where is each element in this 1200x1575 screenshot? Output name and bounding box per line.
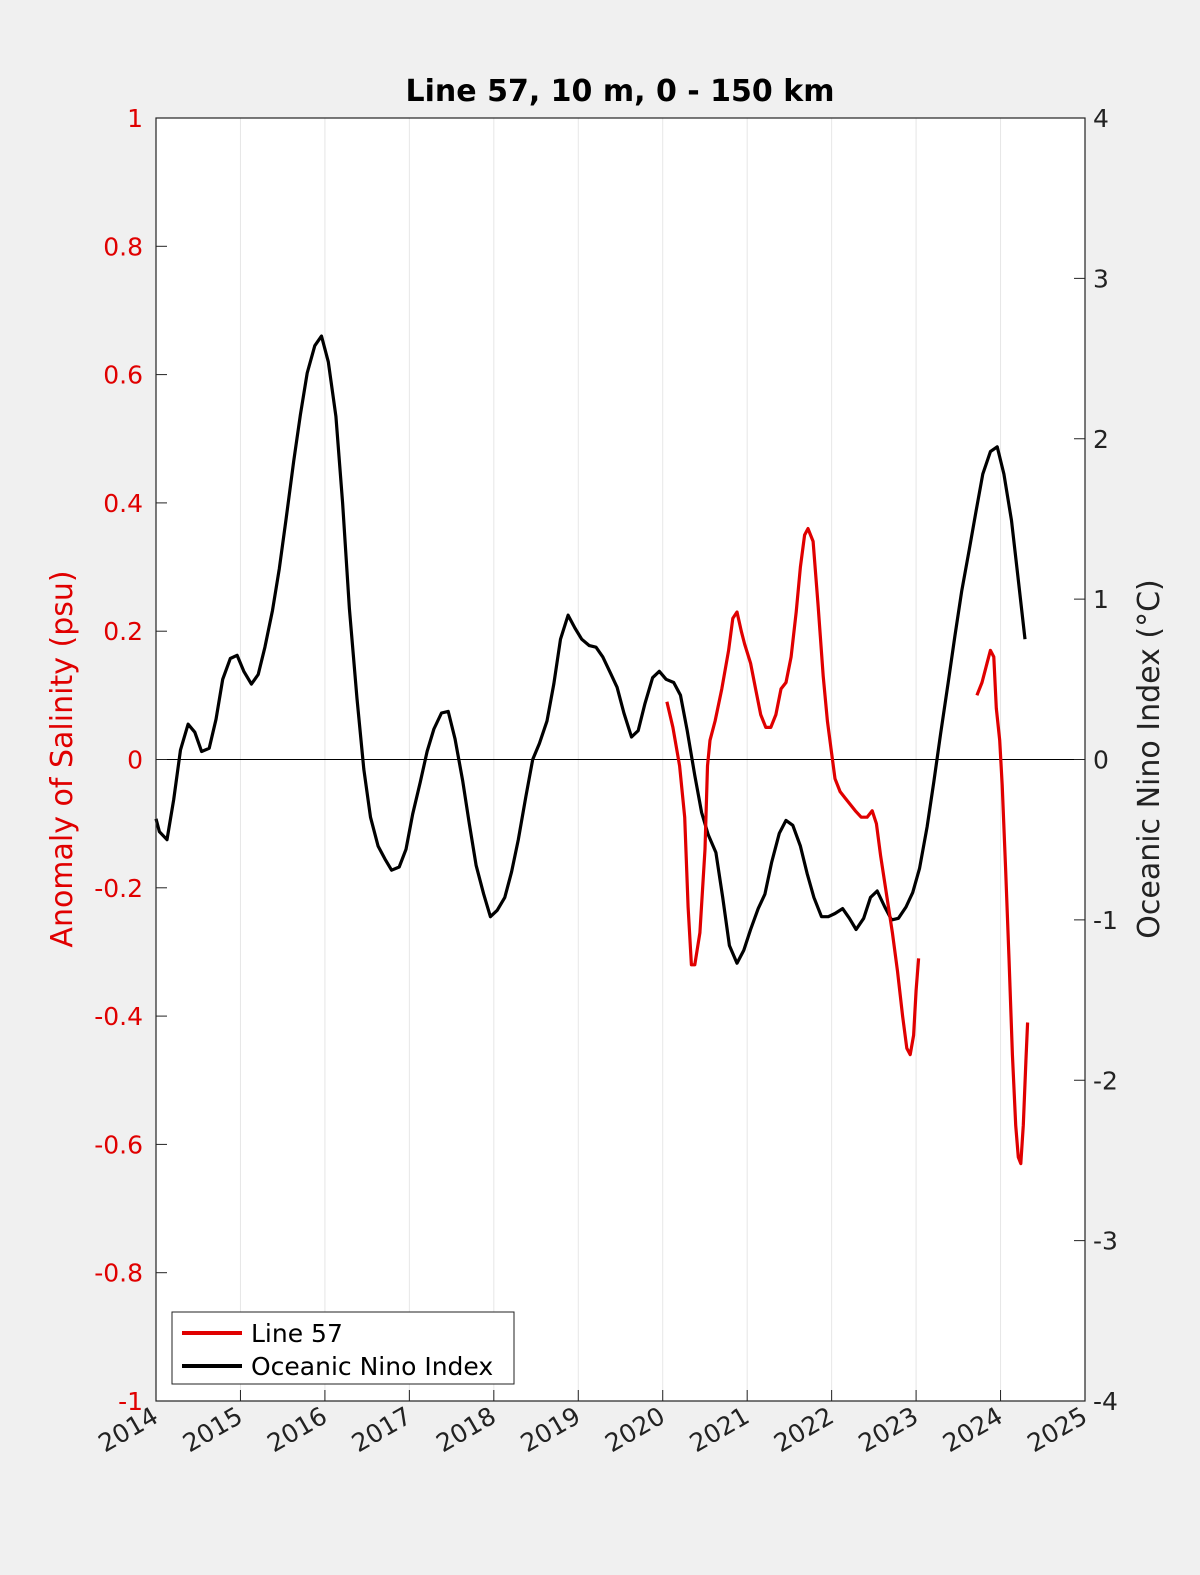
y-right-tick-label: 1 (1093, 585, 1109, 614)
series-line-line57-segment (975, 648, 1030, 1166)
y-right-tick-label: 4 (1093, 104, 1109, 133)
y-right-tick-label: 3 (1093, 264, 1109, 293)
y-axis-left-label: Anomaly of Salinity (psu) (45, 570, 80, 947)
y-left-tick-label: 0.4 (103, 489, 143, 518)
legend-oni-label: Oceanic Nino Index (251, 1352, 493, 1381)
y-left-tick-label: -0.6 (94, 1130, 143, 1159)
y-left-tick-label: 0.6 (103, 361, 143, 390)
y-right-tick-label: -1 (1093, 906, 1118, 935)
y-right-tick-label: -2 (1093, 1066, 1118, 1095)
y-right-tick-label: -4 (1093, 1387, 1118, 1416)
y-left-tick-label: 0.8 (103, 232, 143, 261)
y-axis-right-label: Oceanic Nino Index (°C) (1132, 579, 1167, 939)
y-right-tick-label: 0 (1093, 746, 1109, 775)
series-lines (154, 334, 1030, 1166)
y-left-tick-label: -0.4 (94, 1002, 143, 1031)
legend-line57-label: Line 57 (251, 1319, 343, 1348)
y-left-tick-label: 1 (127, 104, 143, 133)
series-line-line57-segment (665, 527, 921, 1057)
y-right-tick-label: -3 (1093, 1227, 1118, 1256)
series-line-oceanic-nino-index (154, 334, 1027, 965)
y-left-tick-label: 0 (127, 746, 143, 775)
y-left-tick-label: -0.2 (94, 874, 143, 903)
legend: Line 57 Oceanic Nino Index (171, 1311, 515, 1385)
legend-box (171, 1311, 515, 1385)
y-left-tick-label: 0.2 (103, 617, 143, 646)
y-left-tick-label: -0.8 (94, 1259, 143, 1288)
y-left-tick-label: -1 (118, 1387, 143, 1416)
y-right-tick-label: 2 (1093, 425, 1109, 454)
chart-title: Line 57, 10 m, 0 - 150 km (406, 74, 835, 109)
